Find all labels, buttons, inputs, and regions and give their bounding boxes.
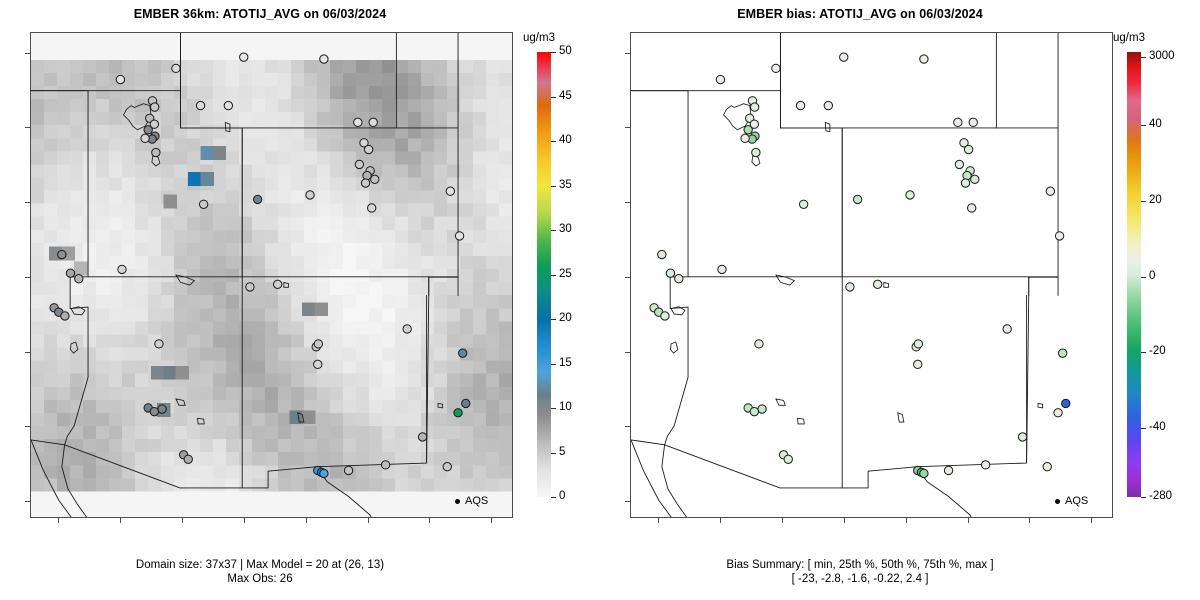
colorbar-gradient bbox=[1127, 52, 1141, 497]
colorbar-tick-label: 10 bbox=[559, 401, 572, 413]
y-tick bbox=[25, 127, 30, 129]
colorbar-tick bbox=[551, 96, 556, 98]
colorbar-tick bbox=[551, 497, 556, 498]
colorbar-unit-label: ug/m3 bbox=[523, 32, 555, 44]
colorbar-tick-label: 25 bbox=[559, 267, 572, 280]
colorbar-tick-label: 20 bbox=[1149, 194, 1162, 207]
x-tick bbox=[1029, 518, 1031, 523]
y-tick bbox=[25, 52, 30, 54]
colorbar-tick-label: 0 bbox=[559, 490, 566, 502]
map-plot-model[interactable] bbox=[30, 32, 513, 518]
colorbar-tick-label: 3000 bbox=[1149, 50, 1175, 63]
colorbar-tick-label: 15 bbox=[559, 356, 572, 369]
map-canvas-bias bbox=[631, 33, 1112, 517]
aqs-legend-label-model: AQS bbox=[465, 495, 489, 508]
panel-model-title: EMBER 36km: ATOTIJ_AVG on 06/03/2024 bbox=[133, 7, 387, 21]
x-tick bbox=[491, 518, 493, 523]
aqs-legend-model: AQS bbox=[455, 495, 488, 507]
x-tick bbox=[57, 518, 59, 523]
x-tick bbox=[429, 518, 431, 523]
colorbar-tick-label: 20 bbox=[559, 312, 572, 324]
caption-bias-line2: [ -23, -2.8, -1.6, -0.22, 2.4 ] bbox=[791, 573, 929, 585]
colorbar-tick-label: -40 bbox=[1149, 421, 1166, 433]
x-tick bbox=[243, 518, 245, 523]
map-canvas-model bbox=[31, 33, 512, 517]
x-tick bbox=[781, 518, 783, 523]
colorbar-tick-label: 40 bbox=[559, 134, 572, 146]
y-tick bbox=[625, 351, 630, 353]
colorbar-tick-label: 35 bbox=[559, 178, 572, 191]
colorbar-tick-label: 30 bbox=[559, 223, 572, 235]
colorbar-tick-label: -20 bbox=[1149, 345, 1166, 358]
colorbar-tick-label: -280 bbox=[1149, 490, 1173, 502]
colorbar-tick bbox=[551, 274, 556, 276]
colorbar-tick-label: 0 bbox=[1149, 269, 1156, 282]
y-tick bbox=[25, 501, 30, 503]
x-tick bbox=[181, 518, 183, 523]
y-tick bbox=[625, 501, 630, 503]
y-tick bbox=[625, 276, 630, 278]
colorbar-tick-label: 40 bbox=[1149, 118, 1162, 131]
colorbar-tick bbox=[1141, 497, 1146, 498]
colorbar-tick bbox=[551, 185, 556, 187]
x-tick bbox=[119, 518, 121, 523]
aqs-dot-icon bbox=[1055, 498, 1060, 504]
x-tick bbox=[843, 518, 845, 523]
colorbar-tick bbox=[1141, 276, 1146, 278]
colorbar-tick bbox=[551, 230, 556, 231]
y-tick bbox=[625, 127, 630, 129]
colorbar-tick-label: 50 bbox=[559, 45, 572, 57]
panel-bias-title: EMBER bias: ATOTIJ_AVG on 06/03/2024 bbox=[737, 7, 983, 21]
colorbar-gradient bbox=[537, 52, 551, 497]
colorbar-tick bbox=[1141, 201, 1146, 203]
y-tick bbox=[625, 52, 630, 54]
colorbar-tick bbox=[1141, 352, 1146, 354]
x-tick bbox=[367, 518, 369, 523]
y-tick bbox=[25, 351, 30, 353]
colorbar-tick bbox=[1141, 57, 1146, 59]
aqs-legend-bias: AQS bbox=[1055, 495, 1088, 507]
aqs-dot-icon bbox=[455, 498, 460, 504]
x-tick bbox=[305, 518, 307, 523]
colorbar-unit-label: ug/m3 bbox=[1113, 32, 1145, 44]
colorbar-tick bbox=[551, 52, 556, 53]
y-tick bbox=[25, 202, 30, 204]
panel-model: EMBER 36km: ATOTIJ_AVG on 06/03/2024 AQS… bbox=[25, 7, 572, 585]
panel-bias: EMBER bias: ATOTIJ_AVG on 06/03/2024 AQS… bbox=[600, 0, 1200, 600]
x-tick bbox=[905, 518, 907, 523]
y-tick bbox=[625, 202, 630, 204]
map-plot-bias[interactable] bbox=[630, 32, 1113, 518]
colorbar-tick bbox=[551, 452, 556, 454]
colorbar-tick bbox=[1141, 428, 1146, 429]
y-tick bbox=[25, 276, 30, 278]
caption-bias-line1: Bias Summary: [ min, 25th %, 50th %, 75t… bbox=[726, 559, 994, 571]
y-tick bbox=[25, 426, 30, 428]
colorbar-tick bbox=[551, 408, 556, 409]
x-tick bbox=[657, 518, 659, 523]
x-tick bbox=[1091, 518, 1093, 523]
x-tick bbox=[967, 518, 969, 523]
aqs-legend-label-bias: AQS bbox=[1065, 495, 1089, 508]
colorbar-tick-label: 5 bbox=[559, 445, 566, 458]
colorbar-tick bbox=[551, 319, 556, 320]
colorbar-tick bbox=[551, 141, 556, 142]
x-tick bbox=[719, 518, 721, 523]
colorbar-tick-label: 45 bbox=[559, 89, 572, 102]
colorbar-tick bbox=[551, 363, 556, 365]
caption-model-line1: Domain size: 37x37 | Max Model = 20 at (… bbox=[135, 559, 385, 571]
y-tick bbox=[625, 426, 630, 428]
caption-model-line2: Max Obs: 26 bbox=[227, 573, 293, 585]
colorbar-tick bbox=[1141, 125, 1146, 127]
